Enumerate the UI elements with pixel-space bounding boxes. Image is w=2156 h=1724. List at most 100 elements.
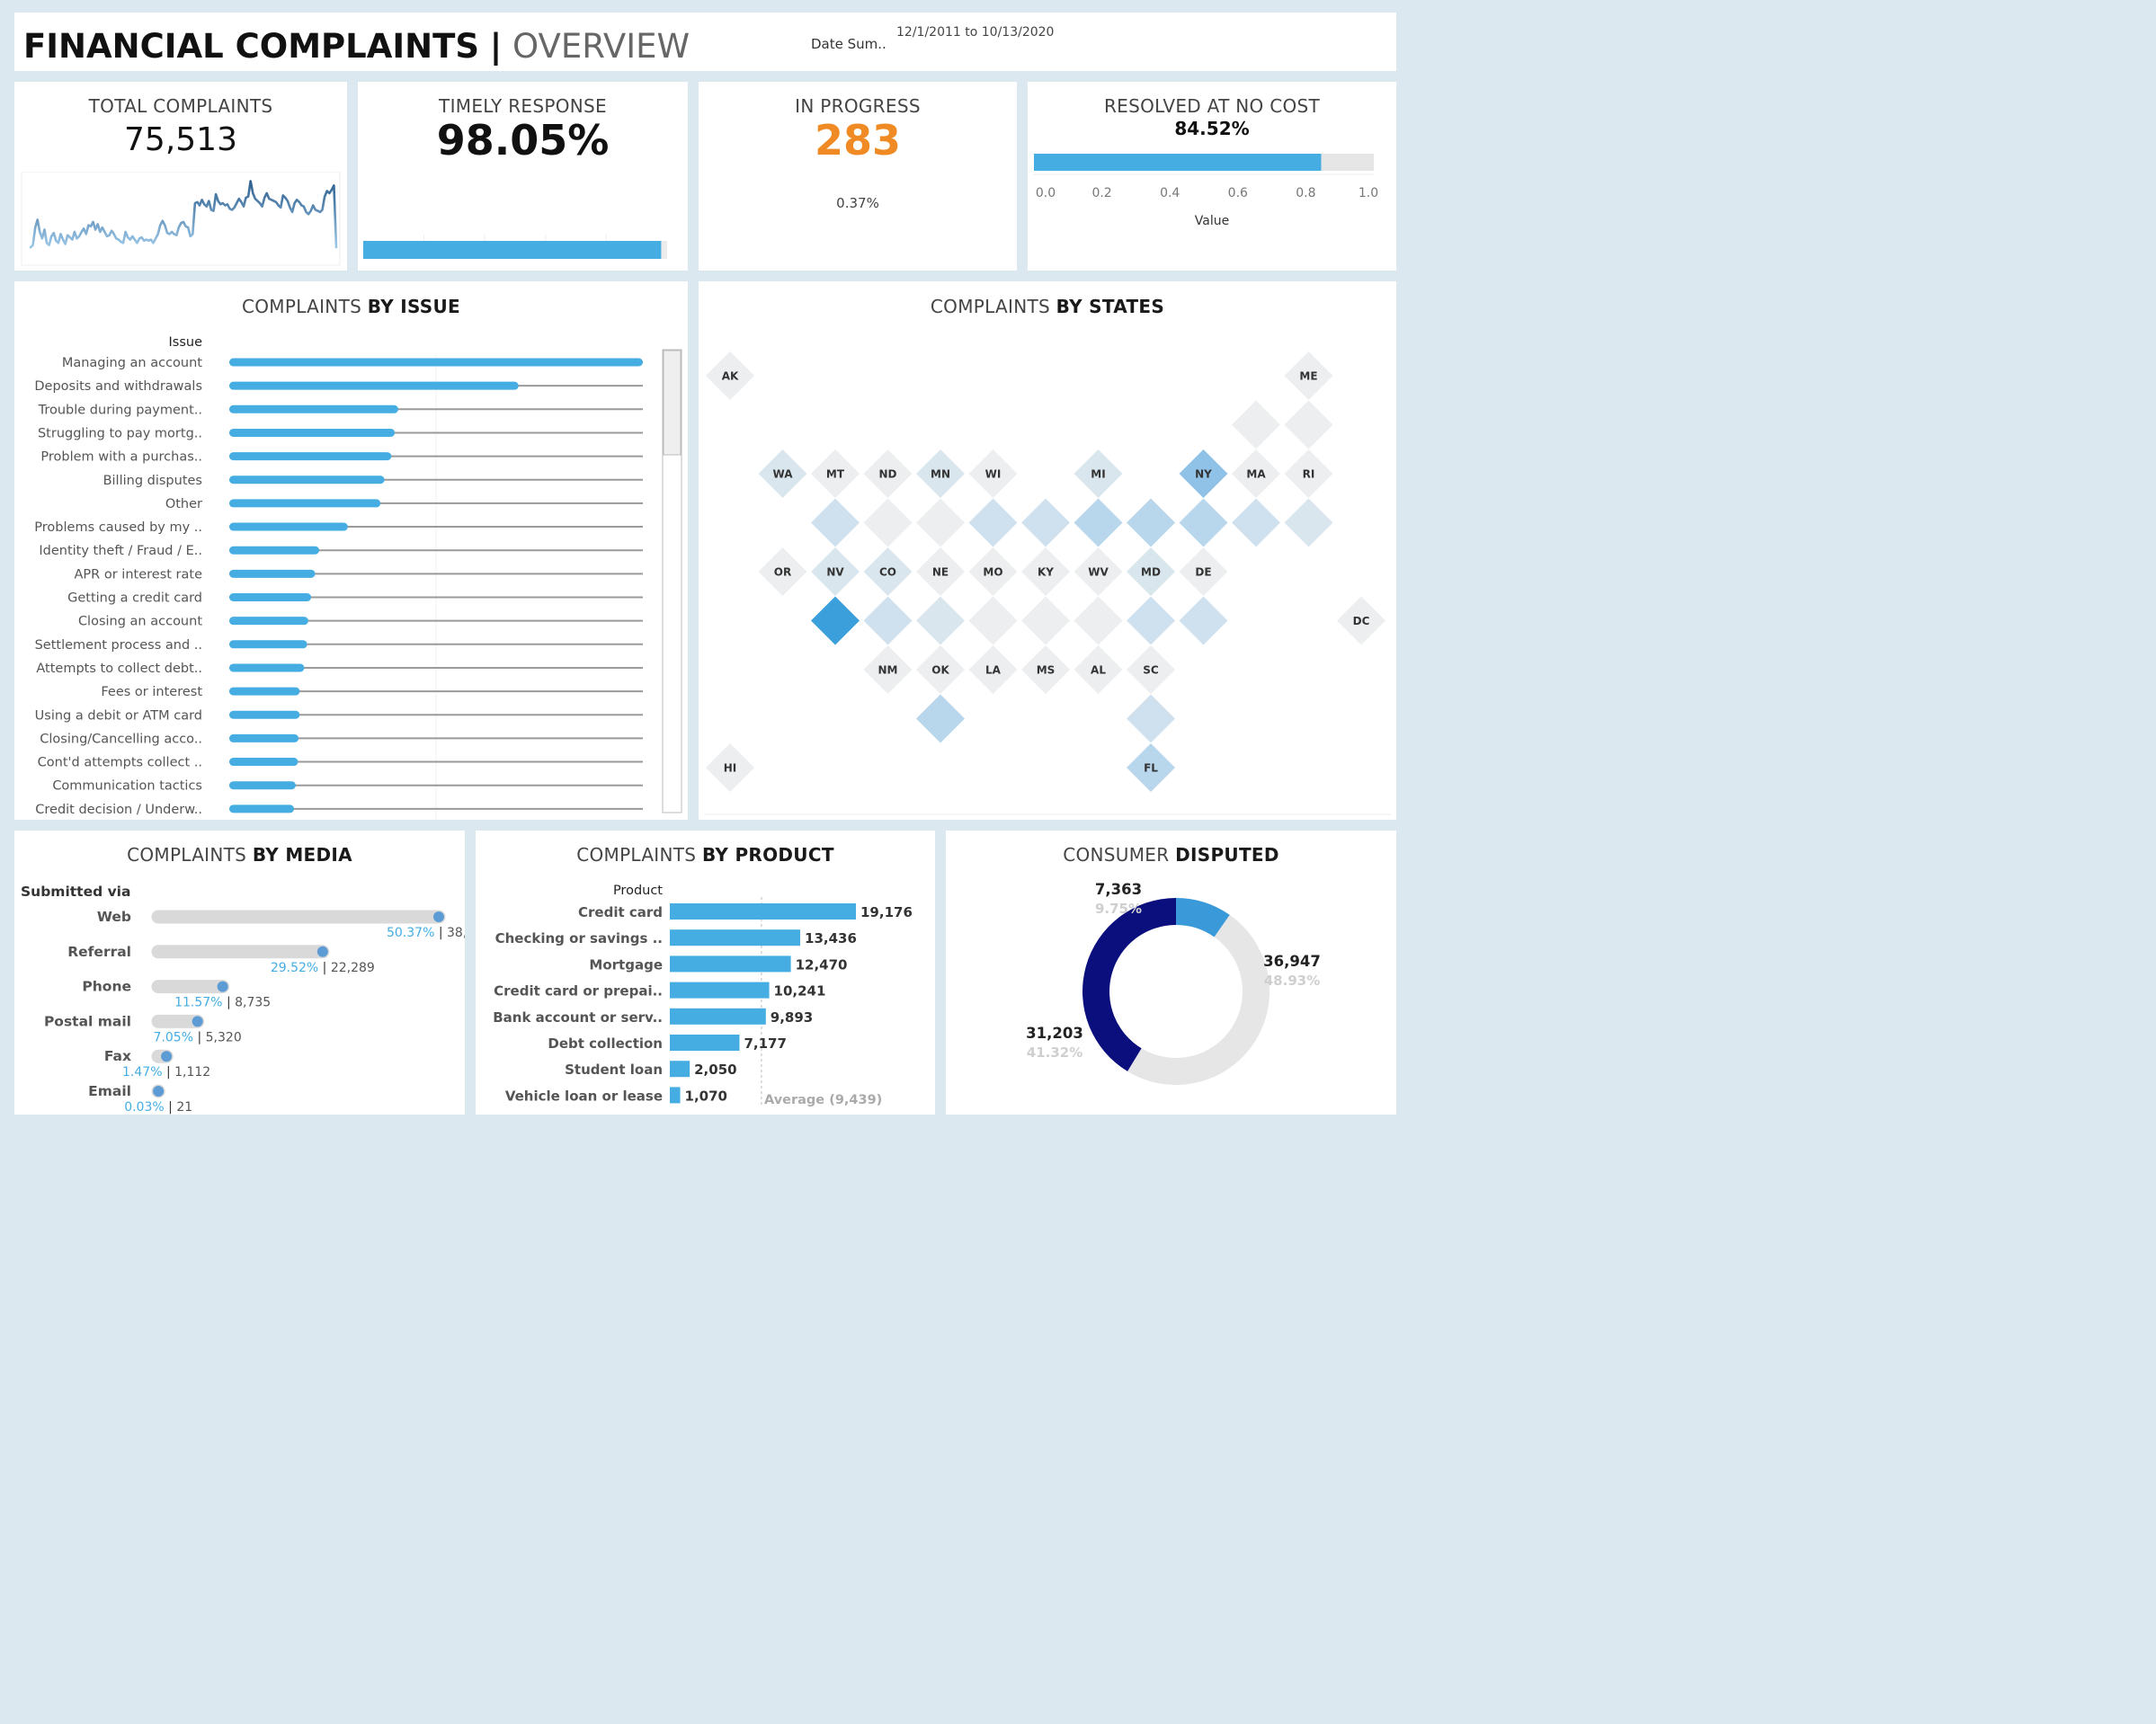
state-label: WA <box>773 468 794 481</box>
kpi-progress-value: 283 <box>814 116 902 164</box>
media-value-label: 0.03% | 21 <box>124 1100 192 1115</box>
state-label: OK <box>931 664 949 677</box>
state-label: MT <box>826 468 845 481</box>
disputed-title-bold: DISPUTED <box>1175 844 1279 866</box>
states-map: AK ME WA MT ND MN WI MI NY MA RI OR NV CO NE MO KY WV MD DE… <box>704 351 1391 815</box>
kpi-timely-title: TIMELY RESPONSE <box>439 95 607 117</box>
product-average-label: Average (9,439) <box>764 1093 882 1107</box>
states-title-light: COMPLAINTS <box>930 296 1056 317</box>
state-tile <box>1127 694 1175 743</box>
product-chart: Product Credit card 19,176 Checking or savi… <box>493 884 913 1107</box>
media-title-light: COMPLAINTS <box>127 844 253 866</box>
media-value-label: 50.37% | 38,036 <box>387 926 465 940</box>
state-tile-ri <box>1284 449 1333 498</box>
media-chart: Submitted via Web 50.37% | 38,036 Referral 2… <box>21 884 465 1115</box>
kpi-total-sparkline <box>21 172 341 266</box>
state-tile <box>811 596 860 645</box>
product-value-label: 12,470 <box>796 956 848 973</box>
state-tile <box>1179 596 1228 645</box>
header-panel: FINANCIAL COMPLAINTS | OVERVIEW Date Sum… <box>14 13 1396 71</box>
kpi-progress-panel: IN PROGRESS 283 0.37% <box>699 82 1017 271</box>
state-label: DE <box>1195 566 1211 579</box>
media-label: Fax <box>104 1048 131 1064</box>
product-title-light: COMPLAINTS <box>576 844 702 866</box>
state-label: MN <box>931 468 950 481</box>
issue-bar <box>229 758 298 767</box>
state-tile-hi <box>706 743 754 792</box>
issue-bar <box>229 404 398 413</box>
media-dot <box>316 946 328 957</box>
issue-bar <box>229 687 300 696</box>
issue-label: Closing an account <box>78 615 202 629</box>
state-tile-sc <box>1127 645 1175 694</box>
state-tile <box>1021 596 1070 645</box>
issue-label: Using a debit or ATM card <box>35 708 202 723</box>
media-title: COMPLAINTS BY MEDIA <box>14 844 465 866</box>
issue-label: Managing an account <box>62 356 202 370</box>
donut-percent-label: 9.75% <box>1095 901 1142 917</box>
state-tile <box>1127 596 1175 645</box>
issue-label: Closing/Cancelling acco.. <box>40 732 202 746</box>
issue-bar <box>229 522 348 531</box>
state-tile-wv <box>1074 547 1123 596</box>
issue-label: Attempts to collect debt.. <box>36 662 202 676</box>
state-label: ND <box>878 468 896 481</box>
disputed-title: CONSUMER DISPUTED <box>946 844 1396 866</box>
product-value-label: 10,241 <box>774 983 826 1000</box>
resolved-axis-tick: 0.4 <box>1160 186 1180 200</box>
issue-label: Cont'd attempts collect .. <box>38 756 202 770</box>
issue-scrollbar-thumb <box>663 350 682 456</box>
state-label: FL <box>1144 762 1158 775</box>
state-tile-ne <box>916 547 965 596</box>
product-value-label: 7,177 <box>744 1035 786 1052</box>
issue-label: Billing disputes <box>103 474 202 488</box>
state-tile-me <box>1284 351 1333 400</box>
state-label: AK <box>722 370 739 383</box>
donut-value-label: 7,363 <box>1095 881 1142 898</box>
issue-bar <box>229 617 308 626</box>
date-filter-range[interactable]: 12/1/2011 to 10/13/2020 <box>896 25 1054 40</box>
states-title: COMPLAINTS BY STATES <box>699 296 1396 317</box>
resolved-bar-fill <box>1034 154 1322 171</box>
state-tile <box>863 596 913 645</box>
state-tile-mn <box>916 449 965 498</box>
state-tile-al <box>1074 645 1123 694</box>
state-label: NV <box>826 566 844 579</box>
state-tile-or <box>758 547 807 596</box>
kpi-resolved-axis-label: Value <box>1194 214 1230 228</box>
state-tile-ms <box>1021 645 1070 694</box>
kpi-timely-bar <box>363 235 667 259</box>
product-value-label: 1,070 <box>685 1088 727 1104</box>
state-tile <box>1021 498 1070 547</box>
kpi-total-value: 75,513 <box>124 121 237 158</box>
date-to: to <box>965 25 978 40</box>
sparkline-series <box>29 180 338 249</box>
page-title-bold: FINANCIAL COMPLAINTS <box>23 27 479 66</box>
state-label: AL <box>1091 664 1106 677</box>
state-tile <box>968 596 1018 645</box>
product-title-bold: BY PRODUCT <box>701 844 834 866</box>
issue-panel: COMPLAINTS BY ISSUE Issue Managing an acc… <box>14 281 688 820</box>
donut-percent-label: 48.93% <box>1264 973 1320 989</box>
state-label: NM <box>878 664 898 677</box>
state-label: DC <box>1353 615 1370 627</box>
date-filter-label[interactable]: Date Sum.. <box>811 36 886 52</box>
state-label: WI <box>985 468 1002 481</box>
media-dot <box>153 1086 165 1097</box>
state-tile-co <box>863 547 913 596</box>
issue-column-header: Issue <box>169 335 203 350</box>
state-tile <box>1074 498 1123 547</box>
donut-percent-label: 41.32% <box>1027 1044 1082 1061</box>
state-label: KY <box>1038 566 1054 579</box>
product-bar <box>670 982 770 999</box>
product-bar <box>670 929 801 946</box>
state-tile <box>916 694 965 743</box>
product-value-label: 19,176 <box>860 904 913 920</box>
product-label: Credit card <box>578 904 663 920</box>
kpi-resolved-panel: RESOLVED AT NO COST 84.52% 0.0 0.2 0.4 0.6 0… <box>1028 82 1396 271</box>
media-column-header: Submitted via <box>21 884 130 900</box>
donut-slice <box>1082 898 1176 1071</box>
state-tile <box>1232 400 1280 449</box>
date-end: 10/13/2020 <box>981 25 1055 40</box>
state-label: MD <box>1141 566 1161 579</box>
